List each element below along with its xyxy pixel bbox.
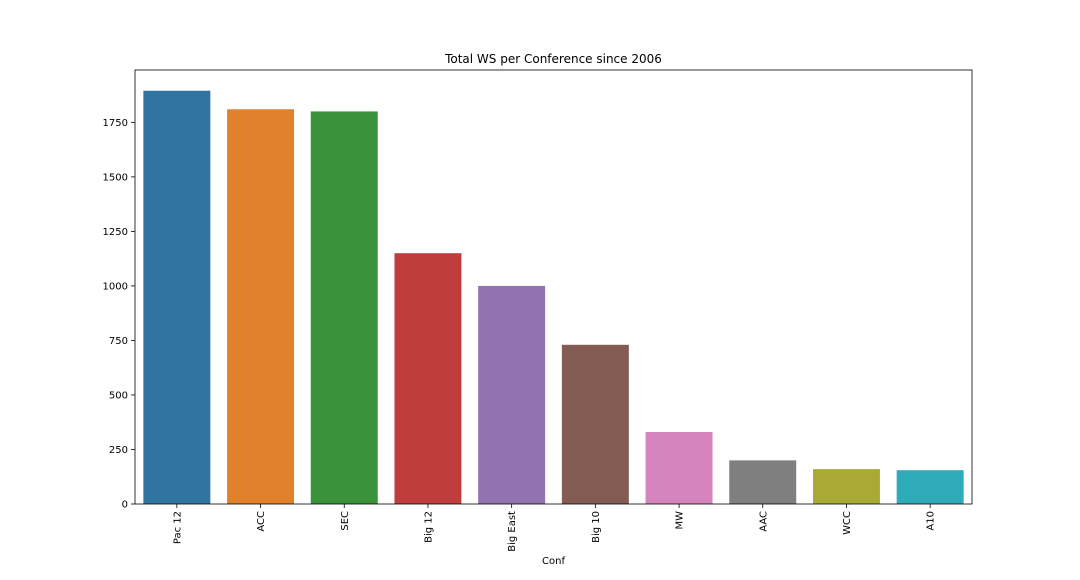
plot-frame — [134, 69, 973, 505]
bar-mw — [645, 432, 713, 504]
bar-sec — [310, 111, 378, 504]
y-tick-label: 1250 — [103, 227, 128, 238]
x-tick-label: AAC — [758, 511, 769, 532]
bar-a10 — [896, 470, 964, 504]
bars-group — [143, 90, 964, 504]
bar-aac — [729, 460, 797, 504]
chart-title: Total WS per Conference since 2006 — [444, 52, 662, 66]
y-tick-label: 1750 — [103, 118, 128, 129]
x-tick-label: SEC — [340, 511, 351, 531]
y-tick-label: 750 — [109, 336, 128, 347]
x-tick-label: MW — [675, 511, 686, 530]
x-tick-label: WCC — [842, 511, 853, 535]
bar-acc — [227, 109, 295, 504]
x-tick-label: Big 12 — [423, 511, 434, 543]
y-tick-label: 0 — [122, 500, 128, 511]
y-tick-label: 1000 — [103, 281, 128, 292]
bar-big-east — [478, 285, 546, 504]
bar-big-12 — [394, 253, 462, 504]
x-tick-label: Big East — [507, 511, 518, 552]
y-tick-label: 250 — [109, 445, 128, 456]
x-tick-label: ACC — [256, 511, 267, 532]
bar-big-10 — [561, 344, 629, 504]
y-tick-label: 1500 — [103, 172, 128, 183]
y-tick-label: 500 — [109, 390, 128, 401]
x-axis: Pac 12 ACC SEC Big 12 Big East Big 10 MW AAC WCC… — [172, 504, 937, 552]
bar-wcc — [812, 469, 880, 504]
x-tick-label: Big 10 — [591, 511, 602, 543]
x-axis-label: Conf — [542, 556, 565, 567]
x-tick-label: Pac 12 — [172, 511, 183, 544]
bar-pac-12 — [143, 90, 211, 504]
y-axis: 0 250 500 750 1000 1250 1500 1750 — [103, 118, 135, 511]
x-tick-label: A10 — [926, 511, 937, 531]
